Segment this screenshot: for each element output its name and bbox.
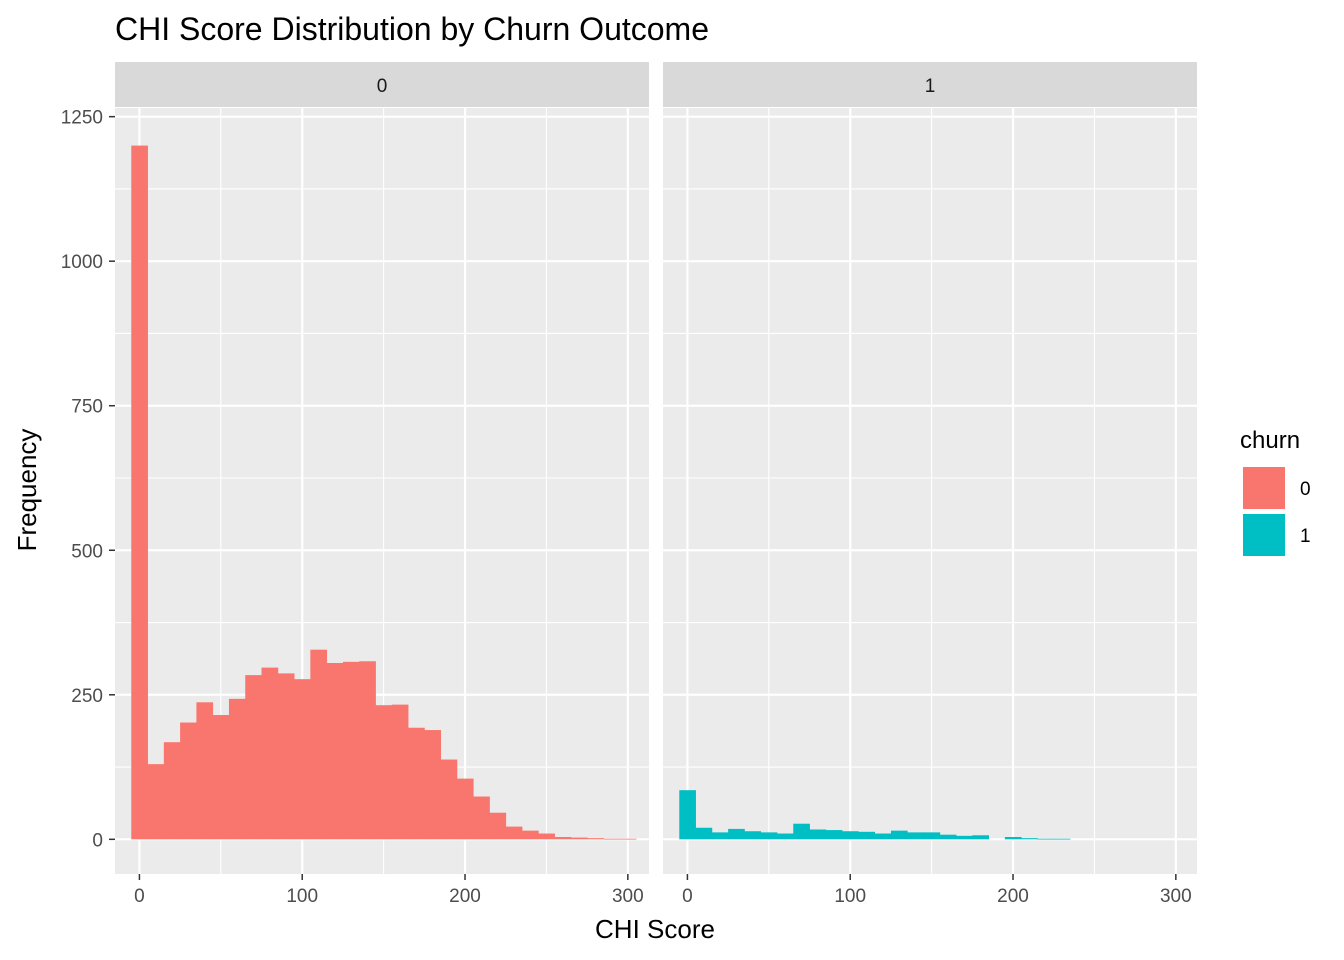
panel-background	[663, 108, 1197, 874]
histogram-bar	[147, 764, 165, 840]
histogram-bar	[473, 796, 490, 840]
y-tick-label: 0	[92, 830, 103, 851]
histogram-bar	[196, 702, 214, 840]
histogram-bar	[212, 715, 230, 840]
histogram-bar	[907, 832, 924, 840]
histogram-bar	[956, 835, 973, 840]
histogram-bar	[277, 673, 295, 840]
histogram-bar	[489, 812, 507, 840]
histogram-bar	[679, 790, 696, 840]
histogram-bar	[391, 704, 409, 840]
histogram-bar	[1021, 838, 1038, 840]
histogram-bar	[776, 833, 794, 840]
histogram-bar	[1037, 838, 1055, 840]
strip-background	[115, 62, 649, 107]
histogram-bar	[711, 832, 729, 840]
histogram-bar	[245, 675, 262, 840]
histogram-bar	[163, 742, 181, 840]
histogram-bar	[342, 661, 360, 840]
x-tick-label: 100	[834, 886, 866, 907]
histogram-bar	[809, 829, 827, 840]
histogram-bar	[939, 834, 957, 840]
histogram-bar	[695, 827, 713, 840]
x-tick-label: 0	[682, 886, 693, 907]
y-tick-label: 750	[71, 397, 103, 418]
facet-panels: 0 0 100 200 300 1 0 100 200 300	[115, 62, 1197, 907]
histogram-bar	[505, 826, 523, 840]
histogram-bar	[538, 833, 555, 840]
histogram-bar	[408, 727, 425, 840]
histogram-bar	[180, 722, 197, 840]
histogram-bar	[261, 667, 279, 840]
histogram-bar	[131, 145, 148, 840]
histogram-bar	[1004, 837, 1022, 840]
histogram-bar	[440, 759, 458, 840]
strip-background	[663, 62, 1197, 107]
y-axis-title: Frequency	[12, 429, 42, 552]
legend-label: 0	[1300, 479, 1311, 500]
y-axis: 0 250 500 750 1000 1250	[61, 108, 115, 851]
x-tick-label: 200	[997, 886, 1029, 907]
histogram-bar	[923, 832, 941, 840]
histogram-bar	[890, 830, 908, 840]
strip-label: 0	[377, 76, 388, 97]
chart-title: CHI Score Distribution by Churn Outcome	[115, 11, 709, 47]
histogram-bar	[570, 837, 588, 840]
histogram-bar	[326, 662, 344, 840]
histogram-bar	[842, 831, 859, 840]
histogram-bar	[825, 830, 843, 840]
x-tick-label: 0	[134, 886, 145, 907]
histogram-bar	[522, 830, 539, 840]
histogram-bar	[1053, 838, 1071, 840]
facet-panel-1: 1 0 100 200 300	[663, 62, 1197, 907]
histogram-bar	[587, 838, 604, 840]
legend-key-0	[1243, 467, 1285, 509]
histogram-bar	[310, 649, 328, 840]
x-tick-label: 200	[449, 886, 481, 907]
histogram-bar	[228, 698, 246, 840]
histogram-bar	[874, 833, 892, 840]
histogram-bar	[456, 778, 474, 840]
histogram-bar	[619, 838, 637, 840]
histogram-bar	[972, 835, 990, 840]
histogram-bar	[554, 837, 572, 840]
histogram-bar	[424, 730, 442, 840]
y-tick-label: 250	[71, 686, 103, 707]
histogram-bar	[858, 831, 876, 840]
y-tick-label: 1250	[61, 108, 103, 129]
strip-label: 1	[925, 76, 936, 97]
histogram-bar	[744, 831, 762, 840]
legend: churn 0 1	[1240, 427, 1311, 556]
histogram-bar	[603, 838, 621, 840]
legend-title: churn	[1240, 427, 1300, 454]
x-axis-title: CHI Score	[595, 914, 715, 944]
x-tick-label: 300	[1160, 886, 1192, 907]
histogram-bar	[375, 705, 393, 840]
histogram-bar	[760, 832, 778, 840]
histogram-bar	[359, 661, 376, 840]
histogram-bar	[294, 679, 311, 840]
legend-label: 1	[1300, 526, 1311, 547]
histogram-bar	[793, 823, 810, 840]
histogram-bar	[728, 828, 745, 840]
y-tick-label: 1000	[61, 252, 103, 273]
legend-key-1	[1243, 514, 1285, 556]
x-tick-label: 100	[286, 886, 318, 907]
y-tick-label: 500	[71, 541, 103, 562]
x-tick-label: 300	[612, 886, 644, 907]
facet-panel-0: 0 0 100 200 300	[115, 62, 649, 907]
